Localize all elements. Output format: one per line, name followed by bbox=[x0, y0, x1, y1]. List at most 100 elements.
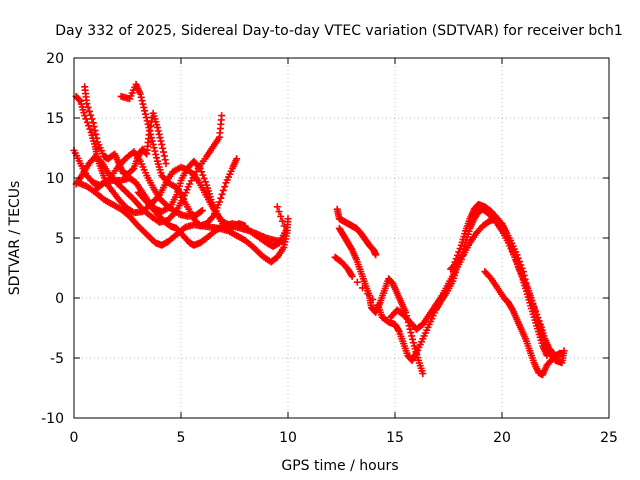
data-point bbox=[277, 212, 285, 220]
data-point bbox=[141, 107, 149, 115]
data-point bbox=[91, 126, 99, 134]
data-point bbox=[217, 194, 225, 202]
data-point bbox=[347, 271, 355, 279]
data-point bbox=[141, 110, 149, 118]
data-point bbox=[282, 227, 290, 235]
x-tick-label: 15 bbox=[386, 430, 404, 446]
data-point bbox=[556, 349, 564, 357]
data-point bbox=[348, 272, 356, 280]
data-point bbox=[88, 115, 96, 123]
series-track-b bbox=[72, 112, 226, 226]
data-point bbox=[90, 123, 98, 131]
data-point bbox=[358, 284, 366, 292]
data-point bbox=[92, 130, 100, 138]
data-point bbox=[76, 96, 84, 104]
data-point bbox=[409, 339, 417, 347]
data-point bbox=[146, 127, 154, 135]
data-point bbox=[196, 164, 204, 172]
data-point bbox=[89, 119, 97, 127]
data-point bbox=[198, 168, 206, 176]
data-point bbox=[82, 115, 90, 123]
data-point bbox=[142, 114, 150, 122]
data-point bbox=[136, 90, 144, 98]
x-tick-label: 20 bbox=[493, 430, 511, 446]
data-point bbox=[278, 217, 286, 225]
data-point bbox=[152, 150, 160, 158]
data-point bbox=[83, 100, 91, 108]
data-point bbox=[162, 160, 170, 168]
data-point bbox=[353, 278, 361, 286]
data-point bbox=[85, 107, 93, 115]
data-point bbox=[138, 97, 146, 105]
data-point bbox=[412, 351, 420, 359]
data-point bbox=[147, 134, 155, 142]
data-point bbox=[554, 350, 562, 358]
data-point bbox=[408, 332, 416, 340]
y-tick-label: 5 bbox=[55, 231, 64, 247]
data-point bbox=[216, 198, 224, 206]
data-point bbox=[137, 93, 145, 101]
data-point bbox=[139, 100, 147, 108]
data-point bbox=[159, 148, 167, 156]
data-point bbox=[151, 147, 159, 155]
y-tick-label: -5 bbox=[50, 351, 64, 367]
x-tick-label: 10 bbox=[279, 430, 297, 446]
data-point bbox=[221, 183, 229, 191]
data-point bbox=[409, 335, 417, 343]
data-point bbox=[406, 325, 414, 333]
data-point bbox=[143, 117, 151, 125]
data-point bbox=[455, 248, 463, 256]
data-points bbox=[70, 80, 568, 379]
data-point bbox=[560, 347, 568, 355]
data-point bbox=[150, 144, 158, 152]
y-tick-label: 20 bbox=[46, 51, 64, 67]
x-tick-label: 5 bbox=[177, 430, 186, 446]
data-point bbox=[93, 134, 101, 142]
data-point bbox=[161, 156, 169, 164]
data-point bbox=[144, 120, 152, 128]
data-point bbox=[195, 163, 203, 171]
data-point bbox=[208, 214, 216, 222]
data-point bbox=[147, 130, 155, 138]
data-point bbox=[129, 166, 137, 174]
chart-title: Day 332 of 2025, Sidereal Day-to-day VTE… bbox=[55, 23, 623, 39]
data-point bbox=[273, 203, 281, 211]
data-point bbox=[456, 245, 464, 253]
y-tick-label: 10 bbox=[46, 171, 64, 187]
series-track-o bbox=[481, 268, 564, 379]
data-point bbox=[153, 124, 161, 132]
data-point bbox=[156, 134, 164, 142]
data-point bbox=[201, 178, 209, 186]
data-point bbox=[154, 127, 162, 135]
data-point bbox=[280, 222, 288, 230]
series-track-h bbox=[134, 188, 290, 250]
series-track-n bbox=[447, 215, 568, 367]
data-point bbox=[233, 155, 241, 163]
y-tick-label: 15 bbox=[46, 111, 64, 127]
data-point bbox=[364, 290, 372, 298]
series-track-m bbox=[451, 200, 566, 360]
data-point bbox=[372, 251, 380, 259]
y-tick-label: 0 bbox=[55, 291, 64, 307]
y-axis-label: SDTVAR / TECUs bbox=[7, 181, 23, 296]
x-tick-label: 0 bbox=[70, 430, 79, 446]
data-point bbox=[218, 112, 226, 120]
data-point bbox=[84, 103, 92, 111]
y-tick-label: -10 bbox=[41, 411, 64, 427]
axis-ticks: 0 5 10 15 20 25 -10 -5 0 5 10 15 20 bbox=[41, 51, 618, 446]
data-point bbox=[284, 215, 292, 223]
data-point bbox=[200, 174, 208, 182]
data-point bbox=[85, 122, 93, 130]
data-point bbox=[199, 171, 207, 179]
data-point bbox=[86, 125, 94, 133]
data-point bbox=[81, 112, 89, 120]
data-point bbox=[87, 111, 95, 119]
series-track-i bbox=[333, 205, 380, 259]
data-point bbox=[407, 329, 415, 337]
data-point bbox=[158, 140, 166, 148]
data-point bbox=[160, 152, 168, 160]
data-point bbox=[148, 137, 156, 145]
series-track-e bbox=[81, 83, 170, 178]
data-point bbox=[197, 207, 205, 215]
